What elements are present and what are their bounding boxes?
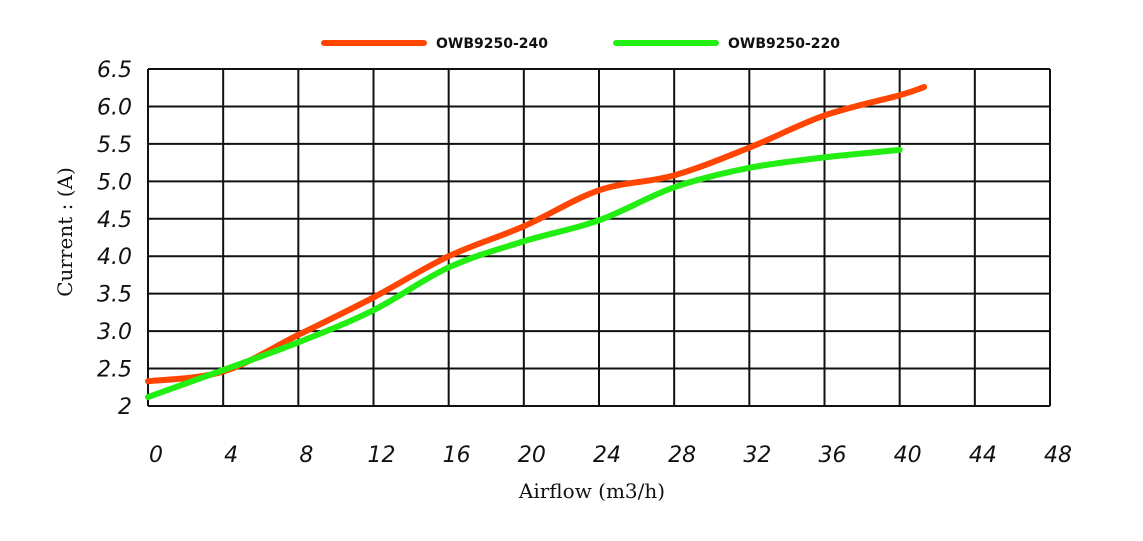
y-tick-label: 2.5 <box>97 358 132 383</box>
x-tick-label: 40 <box>894 443 922 468</box>
y-tick-label: 3.5 <box>97 283 132 308</box>
x-tick-label: 0 <box>149 443 163 468</box>
y-tick-label: 4.5 <box>97 208 132 233</box>
y-tick-label: 6.5 <box>97 58 132 83</box>
y-axis-label: Current : (A) <box>53 167 77 297</box>
grid <box>147 68 1051 407</box>
x-tick-label: 44 <box>969 443 997 468</box>
legend-label: OWB9250-240 <box>436 36 548 52</box>
y-tick-labels: 2 2.5 3.0 3.5 4.0 4.5 5.0 5.5 6.0 6.5 <box>97 58 132 420</box>
y-tick-label: 5.5 <box>97 133 132 158</box>
x-tick-label: 48 <box>1044 443 1072 468</box>
series-line-owb9250-240 <box>145 83 928 385</box>
x-tick-label: 16 <box>443 443 471 468</box>
series-line-owb9250-220 <box>145 146 903 401</box>
x-axis-label: Airflow (m3/h) <box>518 479 665 503</box>
y-tick-label: 4.0 <box>97 245 132 270</box>
x-tick-label: 8 <box>299 443 313 468</box>
y-tick-label: 2 <box>118 395 132 420</box>
legend: OWB9250-240 OWB9250-220 <box>321 36 840 52</box>
x-tick-label: 12 <box>368 443 396 468</box>
x-tick-label: 28 <box>668 443 696 468</box>
x-tick-label: 4 <box>224 443 238 468</box>
series-lines <box>145 83 928 401</box>
x-tick-label: 24 <box>593 443 621 468</box>
y-tick-label: 6.0 <box>97 95 132 120</box>
x-tick-label: 32 <box>743 443 771 468</box>
legend-label: OWB9250-220 <box>728 36 840 52</box>
y-tick-label: 3.0 <box>97 320 132 345</box>
y-tick-label: 5.0 <box>97 170 132 195</box>
x-tick-label: 36 <box>819 443 847 468</box>
x-tick-labels: 0 4 8 12 16 20 24 28 32 36 40 44 48 <box>149 443 1072 468</box>
x-tick-label: 20 <box>518 443 546 468</box>
